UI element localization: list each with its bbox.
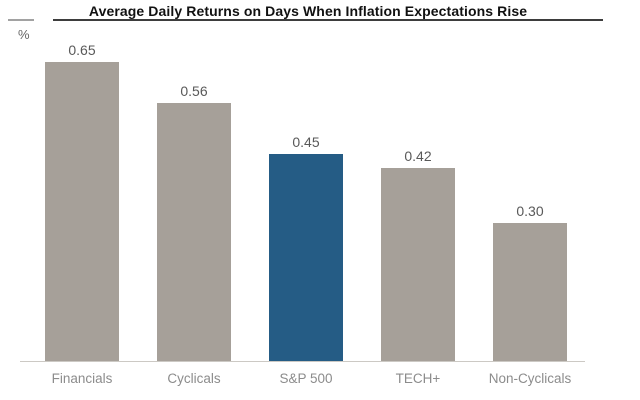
value-label-financials: 0.65 xyxy=(68,42,96,58)
bar-non-cyclicals xyxy=(493,223,567,361)
axis-label-s-p-500: S&P 500 xyxy=(279,371,333,386)
axis-label-financials: Financials xyxy=(51,371,113,386)
value-label-s-p-500: 0.45 xyxy=(292,134,320,150)
bar-s-p-500 xyxy=(269,154,343,361)
axis-label-cyclicals: Cyclicals xyxy=(167,371,221,386)
value-label-non-cyclicals: 0.30 xyxy=(516,203,544,219)
top-left-tick xyxy=(8,19,34,21)
y-axis-unit-label: % xyxy=(18,27,30,42)
axis-label-tech: TECH+ xyxy=(395,371,441,386)
chart-title: Average Daily Returns on Days When Infla… xyxy=(88,3,528,19)
value-label-cyclicals: 0.56 xyxy=(180,83,208,99)
title-underline xyxy=(53,19,603,21)
x-axis-line xyxy=(20,361,585,362)
bar-tech xyxy=(381,168,455,361)
bar-cyclicals xyxy=(157,103,231,361)
bar-financials xyxy=(45,62,119,361)
axis-label-non-cyclicals: Non-Cyclicals xyxy=(488,371,572,386)
value-label-tech: 0.42 xyxy=(404,148,432,164)
